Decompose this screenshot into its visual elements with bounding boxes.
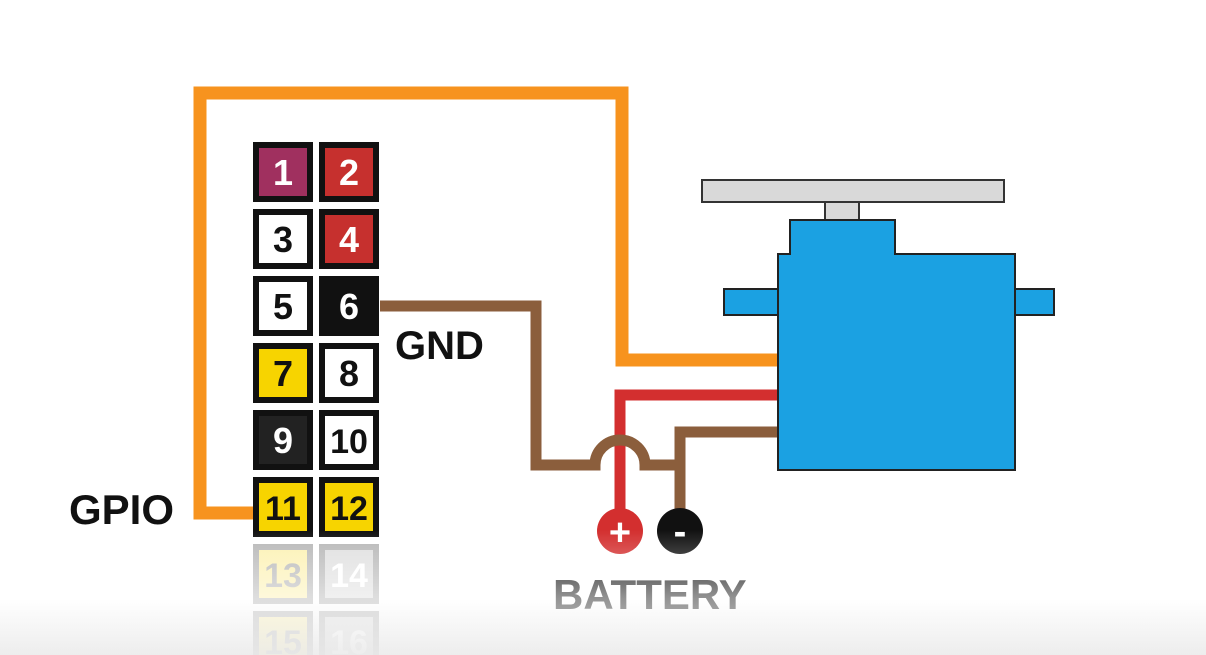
pin-12-number: 12 bbox=[330, 490, 368, 528]
pin-16: 16 bbox=[319, 611, 379, 655]
pin-1-fill bbox=[259, 148, 307, 196]
pin-6-fill bbox=[325, 282, 373, 330]
ground-wire-servo bbox=[674, 426, 780, 512]
pin-2: 2 bbox=[319, 142, 379, 202]
servo-motor bbox=[701, 179, 1055, 471]
pin-9-fill bbox=[259, 416, 307, 464]
pin-8: 8 bbox=[319, 343, 379, 403]
pin-15: 15 bbox=[253, 611, 313, 655]
pin-3: 3 bbox=[253, 209, 313, 269]
pin-7: 7 bbox=[253, 343, 313, 403]
pin-7-fill bbox=[259, 349, 307, 397]
pin-1: 1 bbox=[253, 142, 313, 202]
pin-13-number: 13 bbox=[264, 557, 302, 595]
pin-12: 12 bbox=[319, 477, 379, 537]
pin-10-fill bbox=[325, 416, 373, 464]
gpio-label: GPIO bbox=[69, 486, 175, 533]
servo-body bbox=[777, 219, 1016, 471]
pin-6: 6 bbox=[319, 276, 379, 336]
battery-terminal-minus: - bbox=[657, 508, 703, 554]
plus-sign: + bbox=[609, 512, 631, 554]
pin-9: 9 bbox=[253, 410, 313, 470]
pin-11-fill bbox=[259, 483, 307, 531]
pin-5-number: 5 bbox=[273, 286, 293, 327]
pin-3-fill bbox=[259, 215, 307, 263]
gnd-label: GND bbox=[395, 324, 484, 368]
pin-3-number: 3 bbox=[273, 219, 293, 260]
pin-10-number: 10 bbox=[330, 423, 368, 461]
battery-label: BATTERY bbox=[553, 571, 747, 618]
pin-11: 11 bbox=[253, 477, 313, 537]
power-wire bbox=[614, 389, 780, 512]
signal-wire bbox=[193, 86, 780, 520]
pin-2-fill bbox=[325, 148, 373, 196]
pin-4-number: 4 bbox=[339, 219, 359, 260]
pin-6-number: 6 bbox=[339, 286, 359, 327]
pin-1-number: 1 bbox=[273, 152, 293, 193]
pin-12-fill bbox=[325, 483, 373, 531]
pin-13: 13 bbox=[253, 544, 313, 604]
minus-sign: - bbox=[674, 511, 687, 553]
pin-8-fill bbox=[325, 349, 373, 397]
ground-wire-pin6 bbox=[380, 300, 684, 471]
pin-9-number: 9 bbox=[273, 420, 293, 461]
pin-4-fill bbox=[325, 215, 373, 263]
battery-terminal-plus: + bbox=[597, 508, 643, 554]
servo-horn bbox=[701, 179, 1005, 203]
pin-5: 5 bbox=[253, 276, 313, 336]
pin-5-fill bbox=[259, 282, 307, 330]
pin-11-number: 11 bbox=[265, 490, 301, 528]
servo-tab-cover bbox=[779, 290, 1014, 314]
pin-8-number: 8 bbox=[339, 353, 359, 394]
pin-10: 10 bbox=[319, 410, 379, 470]
servo-shaft bbox=[824, 201, 860, 221]
pin-14: 14 bbox=[319, 544, 379, 604]
pin-2-number: 2 bbox=[339, 152, 359, 193]
pin-15-number: 15 bbox=[264, 624, 302, 655]
pin-7-number: 7 bbox=[273, 353, 293, 394]
pin-14-number: 14 bbox=[330, 557, 368, 595]
pin-4: 4 bbox=[319, 209, 379, 269]
pin-16-number: 16 bbox=[330, 624, 368, 655]
